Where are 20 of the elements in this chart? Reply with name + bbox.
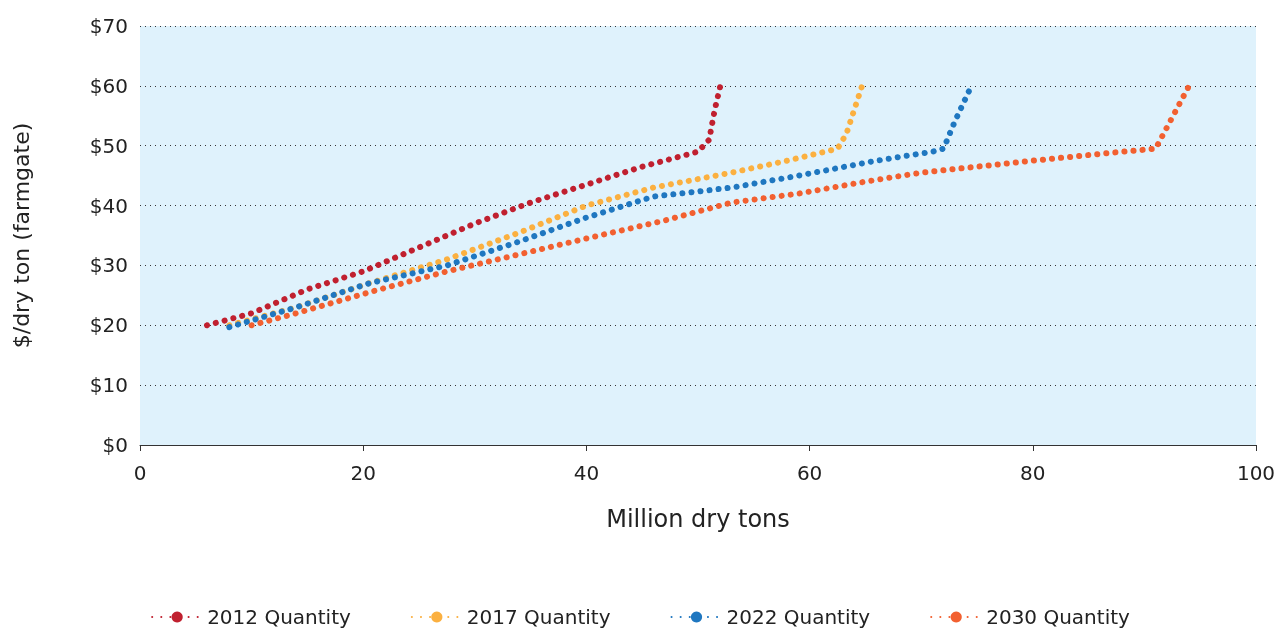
legend-label: 2022 Quantity xyxy=(726,605,871,629)
x-tick-label: 80 xyxy=(1020,461,1046,485)
y-tick-label: $0 xyxy=(102,433,128,457)
x-axis-title: Million dry tons xyxy=(606,505,790,533)
x-tick-label: 60 xyxy=(796,461,823,485)
y-tick-label: $10 xyxy=(89,373,128,398)
y-tick-label: $60 xyxy=(89,73,128,98)
legend-label: 2012 Quantity xyxy=(207,605,351,629)
x-tick-label: 0 xyxy=(133,461,147,485)
y-tick-label: $20 xyxy=(89,313,128,338)
x-tick-label: 100 xyxy=(1236,461,1276,485)
x-tick-label: 20 xyxy=(350,461,376,485)
y-tick-label: $40 xyxy=(89,193,128,218)
legend-label: 2017 Quantity xyxy=(466,605,611,629)
y-tick-label: $70 xyxy=(89,14,128,38)
x-tick-label: 40 xyxy=(573,461,600,485)
y-tick-label: $30 xyxy=(89,253,128,278)
legend-label: 2030 Quantity xyxy=(986,605,1131,629)
y-axis-title: $/dry ton (farmgate) xyxy=(8,122,34,349)
y-tick-label: $50 xyxy=(89,133,128,158)
